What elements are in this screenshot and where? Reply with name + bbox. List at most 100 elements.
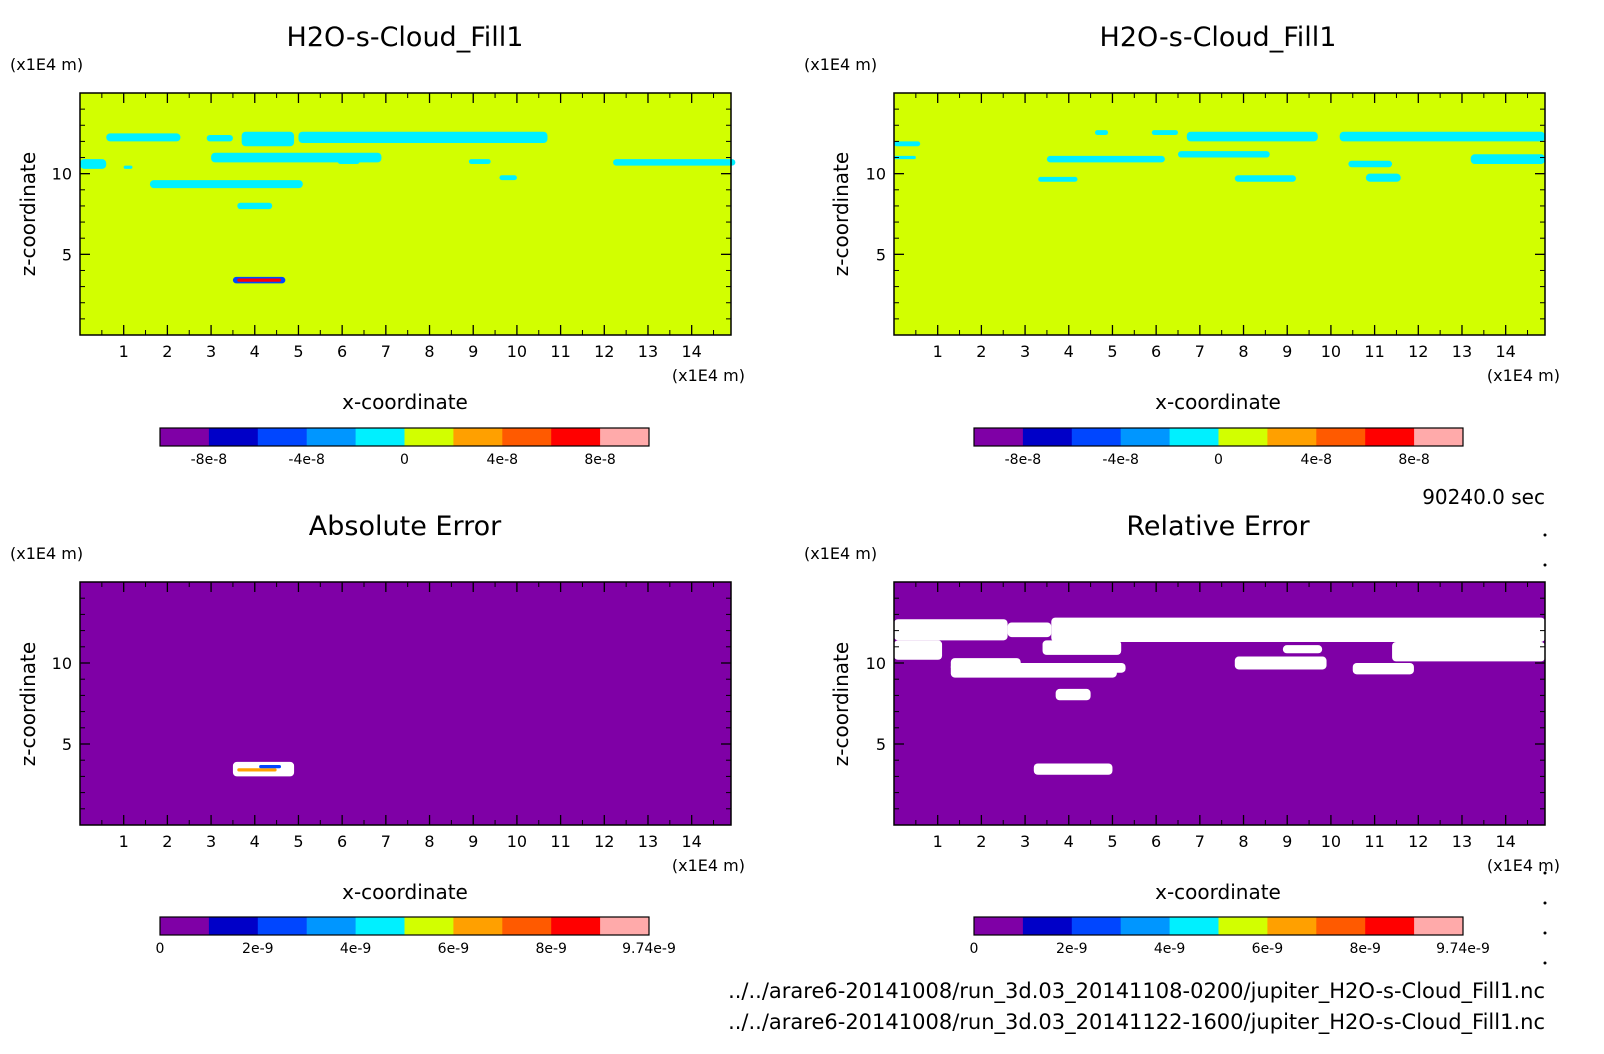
heatmap-background [80, 582, 731, 825]
x-tick-label: 12 [594, 832, 614, 851]
heatmap-cell [80, 159, 107, 169]
colorbar-tick-label: 0 [156, 941, 165, 957]
panel-top-left: H2O-s-Cloud_Fill1 (x1E4 m) z-coordinate … [10, 22, 745, 468]
x-tick-label: 4 [250, 832, 260, 851]
heatmap-cell [106, 133, 181, 142]
y-unit-label: (x1E4 m) [10, 544, 83, 563]
x-tick-label: 6 [337, 832, 347, 851]
x-tick-label: 4 [250, 342, 260, 361]
colorbar-frame [159, 916, 650, 936]
colorbar-tick-label: 2e-9 [1056, 941, 1087, 957]
heatmap-cell [1348, 160, 1393, 168]
colorbar: 0 2e-9 4e-9 6e-9 8e-9 9.74e-9 [970, 916, 1490, 957]
x-tick-label: 1 [933, 342, 943, 361]
x-tick-label: 8 [424, 832, 434, 851]
heatmap-cell [149, 180, 303, 189]
colorbar-swatch [1414, 917, 1464, 935]
x-tick-label: 11 [1364, 832, 1384, 851]
colorbar-tick-label: 6e-9 [1252, 941, 1283, 957]
colorbar-swatch [1316, 917, 1366, 935]
x-tick-label: 6 [337, 342, 347, 361]
heatmap-cell [259, 765, 281, 769]
colorbar-swatch [600, 917, 650, 935]
colorbar-tick-label: 4e-9 [340, 941, 371, 957]
colorbar-swatch [306, 428, 357, 446]
colorbar-swatch [1414, 428, 1464, 446]
x-tick-label: 9 [1282, 342, 1292, 361]
x-tick-label: 9 [468, 342, 478, 361]
y-tick-label: 10 [866, 654, 886, 673]
x-tick-label: 14 [681, 832, 701, 851]
y-unit-label: (x1E4 m) [804, 55, 877, 74]
x-tick-label: 6 [1151, 342, 1161, 361]
colorbar-tick-label: 4e-8 [1301, 452, 1332, 468]
x-tick-label: 9 [1282, 832, 1292, 851]
heatmap-cell [123, 165, 133, 169]
heatmap-cell [1051, 617, 1545, 642]
plot-frame [79, 92, 732, 336]
x-tick-label: 3 [1020, 342, 1030, 361]
heatmap-cell [1234, 656, 1327, 670]
colorbar-tick-label: 8e-8 [1398, 452, 1429, 468]
heatmap-regions [894, 582, 1545, 825]
x-tick-label: 4 [1064, 342, 1074, 361]
heatmap-cell [1033, 763, 1113, 775]
x-tick-label: 13 [638, 832, 658, 851]
x-tick-label: 2 [162, 832, 172, 851]
x-tick-label: 7 [381, 832, 391, 851]
colorbar-swatch [355, 428, 405, 446]
y-tick-label: 10 [866, 165, 886, 184]
heatmap-cell [499, 175, 517, 181]
y-tick-label: 5 [876, 735, 886, 754]
heatmap-cell [468, 159, 491, 164]
colorbar-swatch [208, 917, 259, 935]
heatmap-cell [1470, 154, 1545, 164]
y-tick-label: 5 [62, 245, 72, 264]
y-tick-label: 10 [52, 165, 72, 184]
x-tick-label: 12 [1408, 832, 1428, 851]
heatmap-cell [241, 131, 295, 147]
heatmap-cell [237, 202, 273, 210]
x-tick-label: 3 [206, 342, 216, 361]
footer-file-1: ../../arare6-20141008/run_3d.03_20141108… [728, 979, 1545, 1004]
plot-frame [893, 581, 1546, 826]
colorbar-tick-label: 8e-8 [584, 452, 615, 468]
heatmap-cell [1339, 131, 1545, 142]
colorbar-tick-label: 6e-9 [438, 941, 469, 957]
colorbar: -8e-8 -4e-8 0 4e-8 8e-8 [159, 427, 650, 468]
heatmap-cell [1352, 663, 1414, 675]
colorbar-swatch [1365, 917, 1415, 935]
y-axis-label: z-coordinate [16, 152, 40, 276]
colorbar-swatch [502, 917, 552, 935]
colorbar-tick-label: 4e-9 [1154, 941, 1185, 957]
colorbar-swatch [453, 428, 503, 446]
heatmap-cell [206, 134, 233, 142]
x-tick-label: 13 [1452, 342, 1472, 361]
x-tick-label: 7 [1195, 342, 1205, 361]
heatmap-cell [894, 619, 1008, 641]
colorbar-swatch [1218, 428, 1268, 446]
y-tick-label: 10 [52, 654, 72, 673]
colorbar-swatch [1071, 917, 1122, 935]
chart-title: Relative Error [1126, 511, 1310, 542]
heatmap-cell [298, 131, 548, 144]
heatmap-cell [1177, 151, 1270, 158]
colorbar-swatch [1071, 428, 1122, 446]
colorbar-tick-label: 4e-8 [487, 452, 518, 468]
x-tick-label: 9 [468, 832, 478, 851]
colorbar-swatch [1022, 917, 1073, 935]
colorbar-swatch [453, 917, 503, 935]
colorbar-tick-label: 8e-9 [1349, 941, 1380, 957]
x-axis-label: x-coordinate [1155, 880, 1281, 904]
colorbar-tick-label: 9.74e-9 [1436, 941, 1490, 957]
x-tick-label: 8 [1238, 832, 1248, 851]
colorbar-swatch [1120, 917, 1171, 935]
colorbar-swatch [1316, 428, 1366, 446]
x-tick-label: 10 [507, 832, 527, 851]
colorbar-swatch [1267, 428, 1317, 446]
x-tick-label: 14 [1495, 832, 1515, 851]
colorbar-tick-label: 2e-9 [242, 941, 273, 957]
colorbar-swatch [160, 428, 210, 446]
